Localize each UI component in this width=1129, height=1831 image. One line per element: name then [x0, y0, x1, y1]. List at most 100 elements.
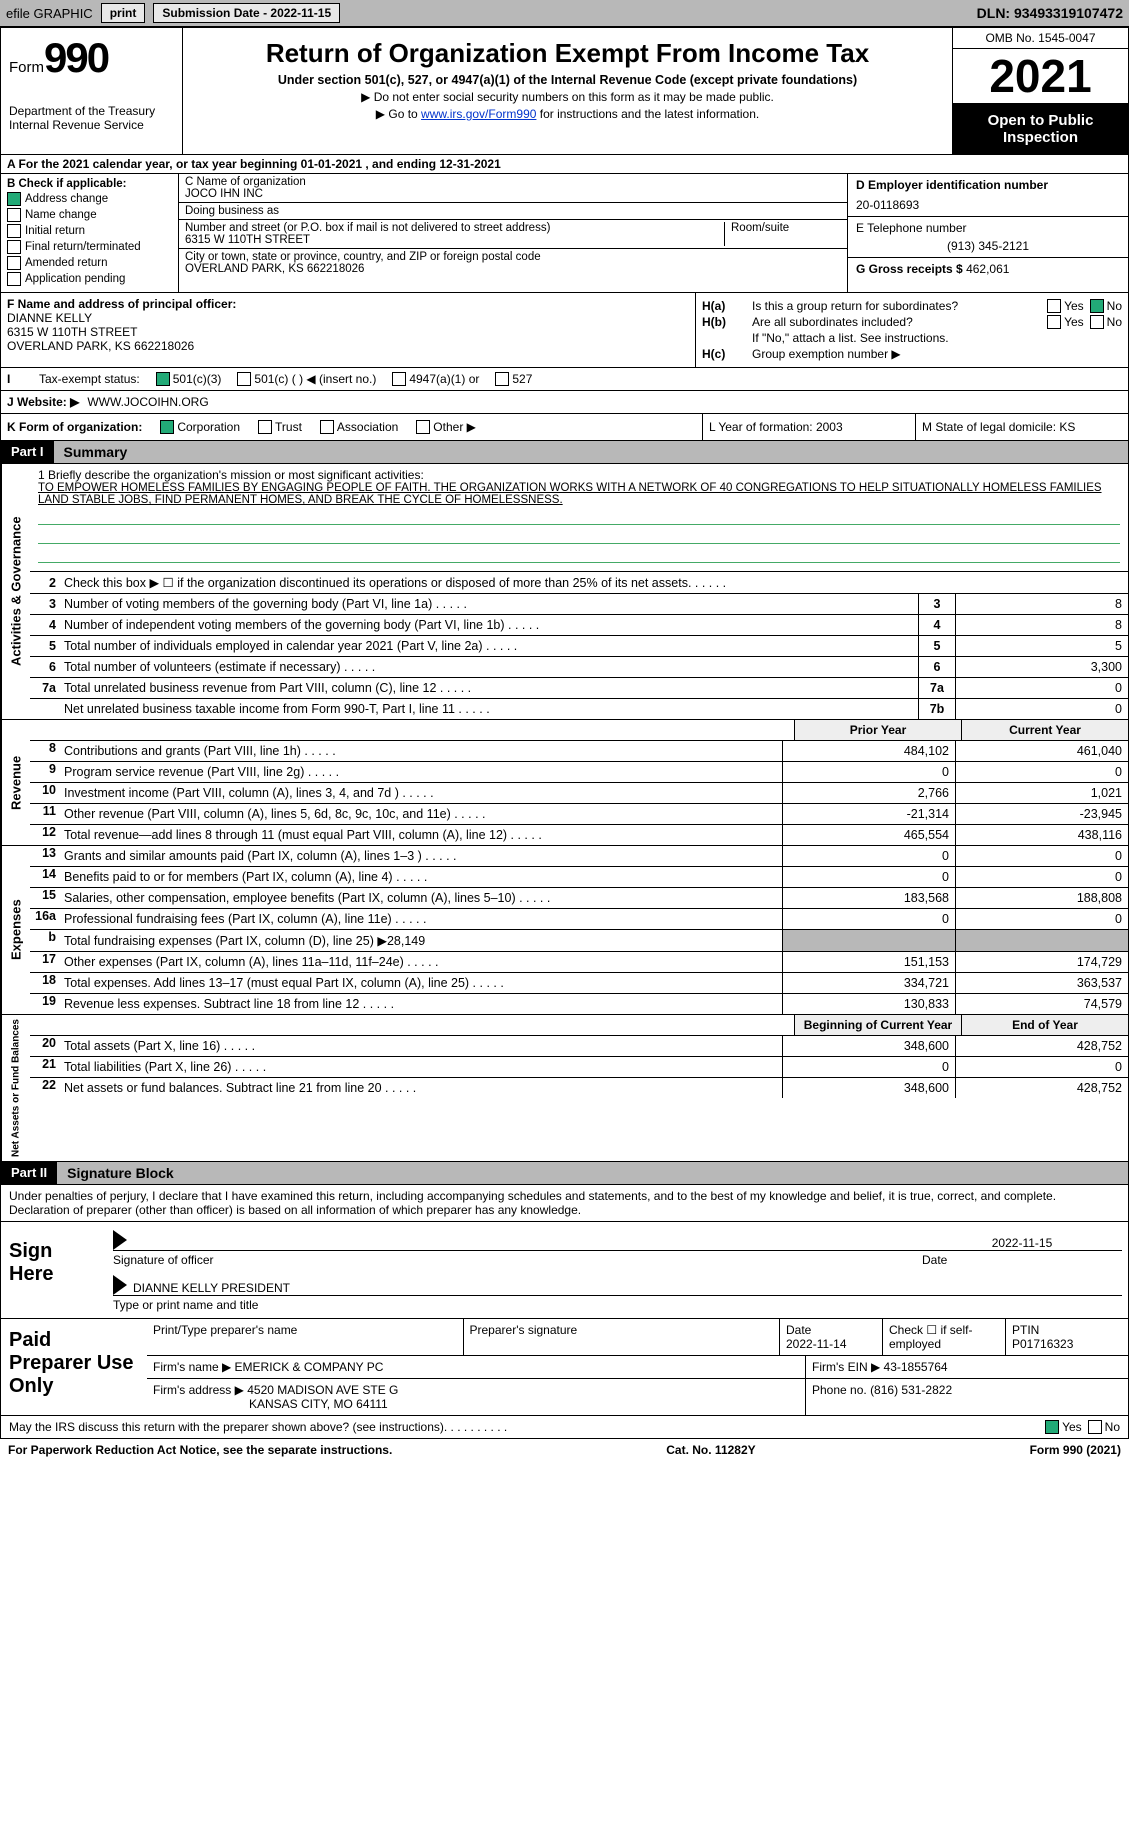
room-suite-label: Room/suite	[724, 222, 841, 246]
sign-date: 2022-11-15	[992, 1236, 1053, 1250]
website-row: J Website: ▶ WWW.JOCOIHN.ORG	[0, 391, 1129, 414]
irs-label: Internal Revenue Service	[9, 118, 174, 132]
netassets-sidebar: Net Assets or Fund Balances	[1, 1015, 30, 1161]
part2-label: Part II	[1, 1162, 57, 1184]
gross-label: G Gross receipts $	[856, 262, 963, 276]
cat-no: Cat. No. 11282Y	[666, 1443, 755, 1457]
kform-corp[interactable]: Corporation	[160, 420, 240, 434]
pdate-value: 2022-11-14	[786, 1337, 847, 1351]
hb-no[interactable]: No	[1090, 315, 1122, 329]
discuss-no[interactable]: No	[1088, 1420, 1120, 1434]
check-amended-return[interactable]: Amended return	[7, 256, 172, 270]
ptin-value: P01716323	[1012, 1337, 1073, 1351]
line-12: 12Total revenue—add lines 8 through 11 (…	[30, 825, 1128, 845]
kform-row: K Form of organization: Corporation Trus…	[0, 414, 1129, 441]
line-19: 19Revenue less expenses. Subtract line 1…	[30, 994, 1128, 1014]
tax-4947[interactable]: 4947(a)(1) or	[392, 372, 479, 386]
tax-527[interactable]: 527	[495, 372, 532, 386]
tel-label: E Telephone number	[856, 221, 1120, 235]
governance-block: Activities & Governance 1 Briefly descri…	[0, 464, 1129, 720]
tax-501c3[interactable]: 501(c)(3)	[156, 372, 222, 386]
ha-text: Is this a group return for subordinates?	[752, 299, 1041, 313]
dept-label: Department of the Treasury	[9, 104, 174, 118]
officer-name: DIANNE KELLY	[7, 311, 689, 325]
check-name-change[interactable]: Name change	[7, 208, 172, 222]
revenue-sidebar: Revenue	[1, 720, 30, 845]
revenue-block: Revenue Prior Year Current Year 8Contrib…	[0, 720, 1129, 846]
check-final-return-terminated[interactable]: Final return/terminated	[7, 240, 172, 254]
line-5: 5Total number of individuals employed in…	[30, 636, 1128, 657]
firm-addr-label: Firm's address ▶	[153, 1383, 244, 1397]
discuss-row: May the IRS discuss this return with the…	[0, 1416, 1129, 1439]
begin-year-hdr: Beginning of Current Year	[794, 1015, 961, 1035]
org-name-label: C Name of organization	[185, 176, 841, 188]
dln-label: DLN: 93493319107472	[977, 5, 1123, 21]
firm-ein-label: Firm's EIN ▶	[812, 1360, 880, 1374]
ha-yes[interactable]: Yes	[1047, 299, 1084, 313]
tax-year: 2021	[953, 49, 1128, 104]
discuss-text: May the IRS discuss this return with the…	[9, 1420, 444, 1434]
form-header: Form990 Department of the Treasury Inter…	[0, 27, 1129, 155]
paid-preparer-label: Paid Preparer Use Only	[1, 1319, 147, 1415]
calendar-year-line: A For the 2021 calendar year, or tax yea…	[0, 155, 1129, 174]
preparer-sig-label: Preparer's signature	[470, 1323, 774, 1337]
line-2: 2Check this box ▶ ☐ if the organization …	[30, 572, 1128, 594]
kform-trust[interactable]: Trust	[258, 420, 302, 434]
name-title-label: Type or print name and title	[113, 1298, 1122, 1312]
year-formation: L Year of formation: 2003	[702, 414, 915, 440]
arrow-icon	[113, 1275, 127, 1295]
state-domicile: M State of legal domicile: KS	[915, 414, 1128, 440]
tax-501c[interactable]: 501(c) ( ) ◀ (insert no.)	[237, 372, 376, 386]
mission-label: 1 Briefly describe the organization's mi…	[38, 468, 1120, 482]
city-value: OVERLAND PARK, KS 662218026	[185, 263, 841, 275]
org-name: JOCO IHN INC	[185, 188, 841, 200]
check-if-applicable: B Check if applicable: Address changeNam…	[1, 174, 179, 292]
check-initial-return[interactable]: Initial return	[7, 224, 172, 238]
line-b: bTotal fundraising expenses (Part IX, co…	[30, 930, 1128, 952]
phone-value: (816) 531-2822	[870, 1383, 952, 1397]
arrow-icon	[113, 1230, 127, 1250]
street-address: 6315 W 110TH STREET	[185, 234, 724, 246]
self-employed-check[interactable]: Check ☐ if self-employed	[883, 1319, 1006, 1355]
prior-year-hdr: Prior Year	[794, 720, 961, 740]
print-button[interactable]: print	[101, 3, 146, 23]
line-13: 13Grants and similar amounts paid (Part …	[30, 846, 1128, 867]
phone-label: Phone no.	[812, 1383, 867, 1397]
website-value: WWW.JOCOIHN.ORG	[87, 395, 208, 409]
line-6: 6Total number of volunteers (estimate if…	[30, 657, 1128, 678]
kform-assoc[interactable]: Association	[320, 420, 398, 434]
signature-label: Signature of officer	[113, 1253, 922, 1267]
discuss-yes[interactable]: Yes	[1045, 1420, 1082, 1434]
firm-name-label: Firm's name ▶	[153, 1360, 231, 1374]
mission-text: TO EMPOWER HOMELESS FAMILIES BY ENGAGING…	[38, 482, 1120, 506]
preparer-name-label: Print/Type preparer's name	[153, 1323, 457, 1337]
ha-no[interactable]: No	[1090, 299, 1122, 313]
kform-label: K Form of organization:	[7, 420, 142, 434]
paid-preparer-block: Paid Preparer Use Only Print/Type prepar…	[0, 1319, 1129, 1416]
top-bar: efile GRAPHIC print Submission Date - 20…	[0, 0, 1129, 27]
goto-note: ▶ Go to www.irs.gov/Form990 for instruct…	[191, 107, 944, 121]
signer-name: DIANNE KELLY PRESIDENT	[133, 1281, 290, 1295]
officer-addr2: OVERLAND PARK, KS 662218026	[7, 339, 689, 353]
gross-value: 462,061	[966, 262, 1009, 276]
penalty-statement: Under penalties of perjury, I declare th…	[0, 1185, 1129, 1222]
hb-yes[interactable]: Yes	[1047, 315, 1084, 329]
sign-block: Sign Here Signature of officer 2022-11-1…	[0, 1222, 1129, 1319]
line-17: 17Other expenses (Part IX, column (A), l…	[30, 952, 1128, 973]
website-label: J Website: ▶	[7, 395, 79, 409]
hb-text: Are all subordinates included?	[752, 315, 1041, 329]
officer-hgroup-row: F Name and address of principal officer:…	[0, 293, 1129, 368]
submission-date-button[interactable]: Submission Date - 2022-11-15	[153, 3, 340, 23]
part2-header: Part II Signature Block	[0, 1162, 1129, 1185]
governance-sidebar: Activities & Governance	[1, 464, 30, 719]
line-7b: Net unrelated business taxable income fr…	[30, 699, 1128, 719]
hc-text: Group exemption number ▶	[752, 347, 901, 361]
check-application-pending[interactable]: Application pending	[7, 272, 172, 286]
check-address-change[interactable]: Address change	[7, 192, 172, 206]
line-4: 4Number of independent voting members of…	[30, 615, 1128, 636]
line-9: 9Program service revenue (Part VIII, lin…	[30, 762, 1128, 783]
irs-link[interactable]: www.irs.gov/Form990	[421, 107, 536, 121]
hb-note: If "No," attach a list. See instructions…	[752, 331, 949, 345]
kform-other[interactable]: Other ▶	[416, 420, 476, 434]
current-year-hdr: Current Year	[961, 720, 1128, 740]
